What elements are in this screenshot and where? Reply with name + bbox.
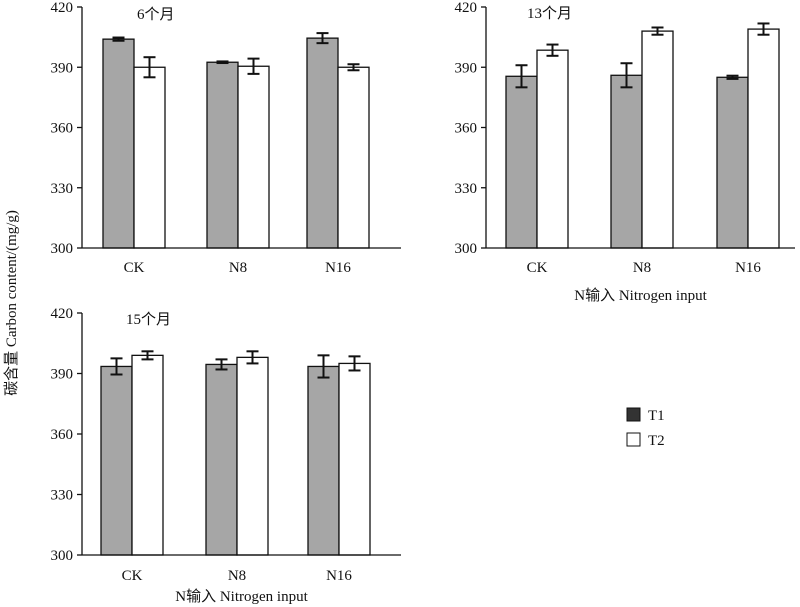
bar-t1-ck [505,75,538,249]
error-bar-t1-n16 [726,74,739,80]
x-tick-label: N8 [228,568,246,584]
bar-t2-n8 [641,30,674,249]
y-tick-label: 330 [455,181,478,197]
error-bar-t2-n16 [347,63,360,72]
legend: T1 T2 [626,407,665,449]
legend-label-t1: T1 [648,408,665,424]
error-bar-t1-ck [110,357,123,376]
error-bar-t1-n16 [316,32,329,45]
x-tick-label: N16 [735,260,761,276]
bar-t2-ck [133,66,166,249]
bar-t2-n8 [237,65,270,249]
error-bar-t1-ck [515,64,528,89]
error-bar-t2-n8 [247,57,260,75]
bar-t1-ck [102,38,135,249]
bar-t1-n16 [306,37,339,249]
panel-title: 6个月 [137,6,175,23]
error-bar-t2-n16 [757,22,770,36]
legend-label-t2: T2 [648,433,665,449]
y-axis-title: 碳含量 Carbon content/(mg/g) [3,210,20,396]
y-tick-label: 390 [51,60,74,76]
bar-t2-n16 [338,362,371,556]
error-bar-t2-ck [546,43,559,57]
error-bar-t1-n8 [620,62,633,89]
x-tick-label: CK [527,260,548,276]
error-bar-t2-n8 [246,350,259,365]
panel-title: 15个月 [126,311,171,328]
bar-t2-ck [536,49,569,249]
y-tick-label: 390 [51,367,74,383]
bar-t1-n8 [206,61,239,249]
y-tick-label: 330 [51,488,74,504]
bar-t2-n8 [236,356,269,556]
y-tick-label: 420 [455,0,478,16]
x-tick-label: N8 [633,260,651,276]
bar-t1-n16 [716,76,749,249]
x-axis-title: N输入 Nitrogen input [574,287,707,304]
bar-t1-n8 [610,74,643,249]
y-tick-label: 300 [455,241,478,257]
error-bar-t1-n8 [215,358,228,371]
error-bar-t2-n16 [348,355,361,372]
y-tick-label: 300 [51,548,74,564]
bar-t2-n16 [747,28,780,249]
y-tick-label: 420 [51,0,74,16]
error-bar-t1-n8 [216,60,229,65]
bar-t2-n16 [337,66,370,249]
error-bar-t1-ck [112,36,125,42]
y-tick-label: 420 [51,306,74,322]
panel-title: 13个月 [527,5,572,22]
x-tick-label: N16 [326,568,352,584]
x-tick-label: CK [122,568,143,584]
x-axis-title: N输入 Nitrogen input [175,588,308,605]
bar-t1-ck [100,365,133,556]
y-tick-label: 360 [51,427,74,443]
error-bar-t2-ck [143,56,156,79]
bar-t2-ck [131,354,164,556]
error-bar-t2-n8 [651,26,664,36]
bar-t1-n8 [205,363,238,556]
x-tick-label: CK [124,260,145,276]
error-bar-t2-ck [141,350,154,361]
panel-13-months: 300 330 360 390 420 CK N8 N16 13个月 N输入 Nitrogen i… [455,0,795,304]
y-tick-label: 360 [51,121,74,137]
panel-15-months: 300 330 360 390 420 CK N8 N16 15个月 N输入 Nitrogen i… [51,306,401,605]
y-tick-label: 390 [455,60,478,76]
x-tick-label: N8 [229,260,247,276]
x-tick-label: N16 [325,260,351,276]
legend-swatch-t1 [626,407,641,422]
y-tick-label: 360 [455,121,478,137]
legend-swatch-t2 [626,432,641,447]
y-tick-label: 300 [51,241,74,257]
panel-6-months: 300 330 360 390 420 CK N8 N16 6个月 [51,0,401,276]
y-tick-label: 330 [51,181,74,197]
error-bar-t1-n16 [317,354,330,379]
bar-t1-n16 [307,365,340,556]
